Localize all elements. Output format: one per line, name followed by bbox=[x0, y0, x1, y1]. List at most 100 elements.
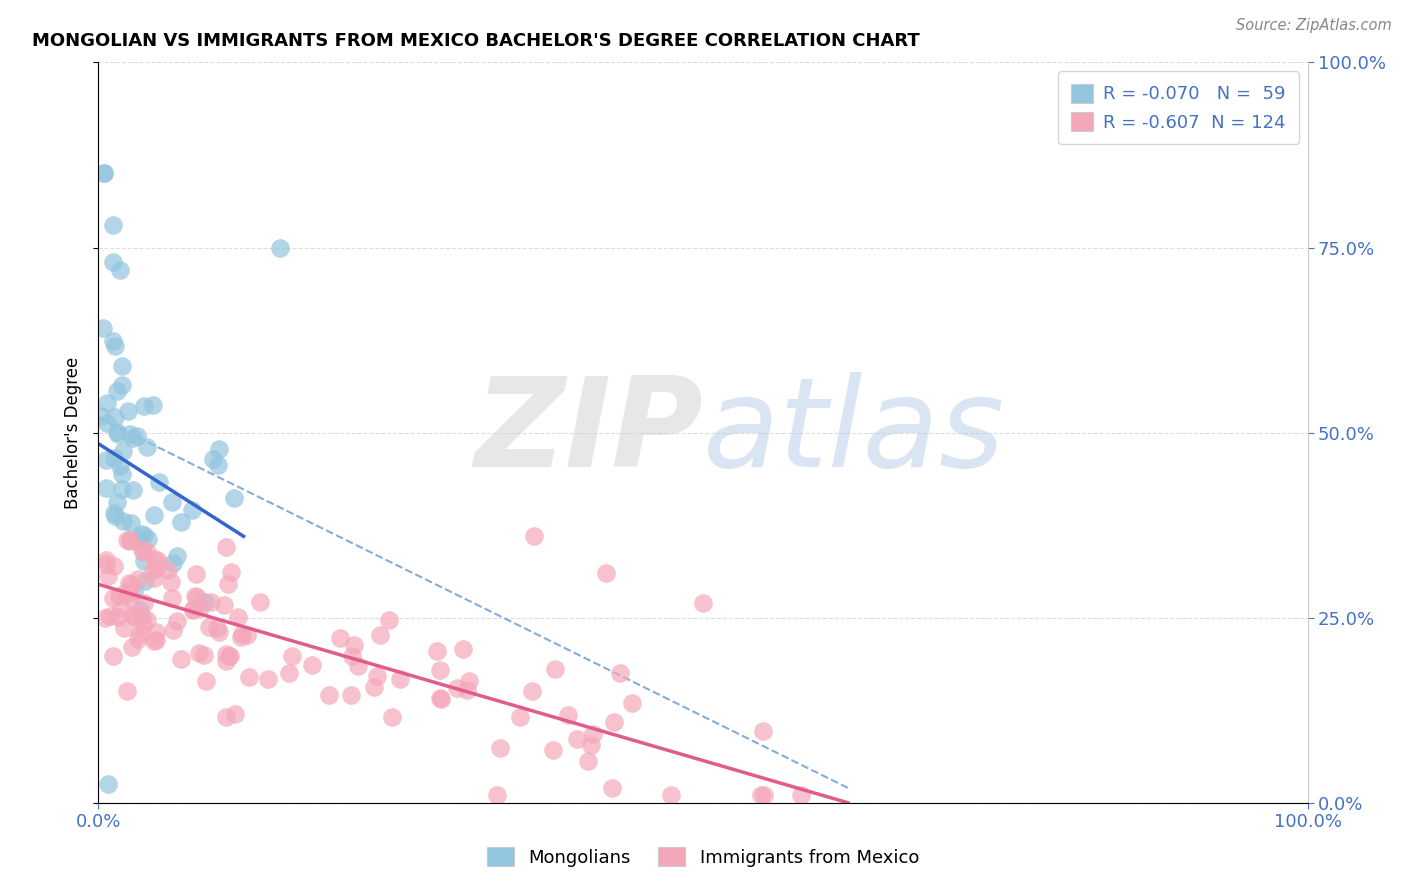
Point bbox=[429, 664, 451, 678]
Point bbox=[117, 576, 139, 591]
Point bbox=[340, 688, 363, 702]
Point bbox=[193, 648, 215, 663]
Point bbox=[132, 554, 155, 568]
Point bbox=[186, 590, 208, 604]
Point bbox=[180, 503, 202, 517]
Point bbox=[509, 709, 531, 723]
Point bbox=[222, 491, 245, 505]
Point bbox=[280, 648, 302, 663]
Point bbox=[120, 516, 142, 530]
Point bbox=[127, 572, 149, 586]
Point bbox=[426, 644, 449, 658]
Point bbox=[103, 506, 125, 520]
Point bbox=[188, 601, 211, 615]
Point bbox=[456, 683, 478, 698]
Point bbox=[790, 789, 813, 803]
Point bbox=[136, 532, 159, 546]
Point bbox=[94, 482, 117, 496]
Point bbox=[581, 727, 603, 741]
Point bbox=[121, 608, 143, 623]
Point bbox=[115, 683, 138, 698]
Point bbox=[111, 359, 134, 373]
Point bbox=[609, 665, 631, 680]
Point bbox=[148, 475, 170, 489]
Point bbox=[600, 780, 623, 795]
Point bbox=[621, 696, 644, 710]
Text: ZIP: ZIP bbox=[474, 372, 703, 493]
Point bbox=[142, 398, 165, 412]
Point bbox=[93, 166, 115, 180]
Point bbox=[108, 262, 131, 277]
Legend: R = -0.070   N =  59, R = -0.607  N = 124: R = -0.070 N = 59, R = -0.607 N = 124 bbox=[1059, 71, 1299, 145]
Point bbox=[453, 642, 475, 657]
Point bbox=[238, 669, 260, 683]
Point bbox=[269, 240, 291, 255]
Point bbox=[366, 669, 388, 683]
Point bbox=[166, 549, 188, 563]
Point bbox=[122, 584, 145, 599]
Point bbox=[112, 444, 135, 458]
Point bbox=[91, 320, 114, 334]
Point bbox=[96, 416, 118, 430]
Point bbox=[557, 708, 579, 723]
Point bbox=[429, 690, 451, 705]
Point bbox=[249, 595, 271, 609]
Point bbox=[388, 672, 411, 686]
Point bbox=[97, 569, 120, 583]
Point bbox=[111, 378, 134, 392]
Point bbox=[131, 542, 153, 557]
Point bbox=[347, 659, 370, 673]
Point bbox=[103, 334, 125, 349]
Point bbox=[136, 545, 159, 559]
Point bbox=[105, 425, 128, 439]
Point bbox=[752, 789, 775, 803]
Point bbox=[162, 623, 184, 637]
Point bbox=[129, 527, 152, 541]
Point bbox=[97, 777, 120, 791]
Point bbox=[218, 648, 240, 663]
Point bbox=[101, 219, 124, 233]
Point bbox=[134, 596, 156, 610]
Point bbox=[231, 627, 253, 641]
Legend: Mongolians, Immigrants from Mexico: Mongolians, Immigrants from Mexico bbox=[479, 840, 927, 874]
Point bbox=[145, 561, 167, 575]
Point bbox=[576, 755, 599, 769]
Point bbox=[118, 533, 141, 547]
Point bbox=[544, 662, 567, 676]
Point bbox=[343, 638, 366, 652]
Point bbox=[565, 731, 588, 746]
Point bbox=[107, 426, 129, 441]
Point bbox=[208, 442, 231, 457]
Point bbox=[170, 652, 193, 666]
Point bbox=[124, 609, 146, 624]
Point bbox=[162, 591, 184, 605]
Point bbox=[107, 610, 129, 624]
Point bbox=[381, 710, 404, 724]
Point bbox=[104, 508, 127, 523]
Point bbox=[363, 680, 385, 694]
Point bbox=[201, 452, 224, 467]
Point bbox=[110, 600, 132, 615]
Point bbox=[111, 515, 134, 529]
Point bbox=[278, 666, 301, 681]
Point bbox=[215, 541, 238, 555]
Point bbox=[603, 714, 626, 729]
Point bbox=[215, 709, 238, 723]
Point bbox=[90, 409, 112, 424]
Point bbox=[132, 617, 155, 632]
Point bbox=[125, 429, 148, 443]
Point bbox=[111, 467, 134, 481]
Point bbox=[523, 529, 546, 543]
Point bbox=[156, 563, 179, 577]
Point bbox=[101, 649, 124, 664]
Point bbox=[195, 673, 218, 688]
Point bbox=[541, 743, 564, 757]
Point bbox=[94, 553, 117, 567]
Text: MONGOLIAN VS IMMIGRANTS FROM MEXICO BACHELOR'S DEGREE CORRELATION CHART: MONGOLIAN VS IMMIGRANTS FROM MEXICO BACH… bbox=[32, 32, 920, 50]
Point bbox=[143, 633, 166, 648]
Point bbox=[127, 632, 149, 647]
Point bbox=[120, 591, 142, 606]
Point bbox=[235, 628, 257, 642]
Point bbox=[94, 611, 117, 625]
Point bbox=[129, 627, 152, 641]
